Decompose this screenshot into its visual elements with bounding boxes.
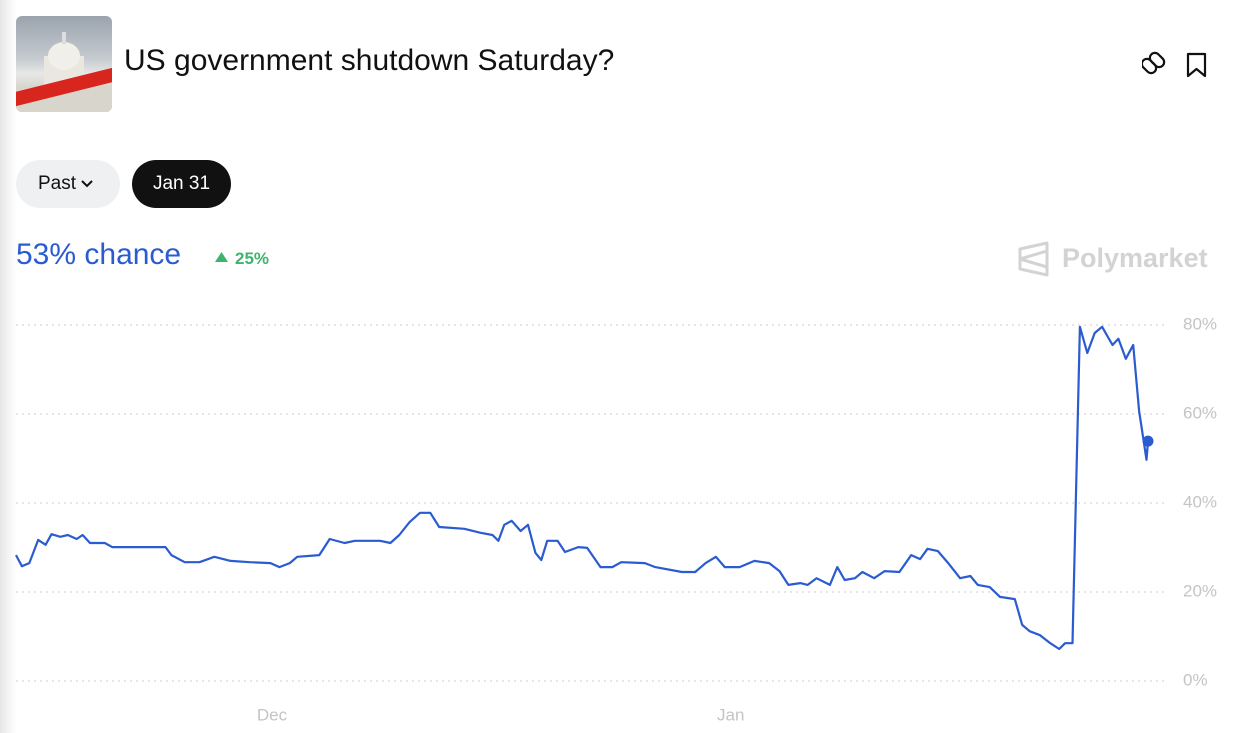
chart: 0% 20% 40% 60% 80% Dec Jan xyxy=(15,314,1217,724)
market-title: US government shutdown Saturday? xyxy=(124,44,615,77)
price-line xyxy=(15,325,1150,651)
y-tick-label: 20% xyxy=(1183,581,1217,600)
date-tab[interactable]: Jan 31 xyxy=(132,160,231,208)
chance-change: 25% xyxy=(235,249,270,268)
chevron xyxy=(81,180,93,188)
market-image xyxy=(16,16,112,112)
brand-name: Polymarket xyxy=(1062,243,1208,273)
date-label: Jan 31 xyxy=(152,173,211,194)
up-arrow xyxy=(215,252,228,262)
x-tick-label: Dec xyxy=(257,705,288,724)
chance-value: 53% chance xyxy=(16,238,182,271)
edge-shade xyxy=(0,0,16,733)
link-icon[interactable] xyxy=(1142,51,1166,75)
brand-logo xyxy=(1018,241,1049,277)
actions xyxy=(1142,51,1207,78)
y-tick-label: 0% xyxy=(1183,670,1208,689)
image-art xyxy=(16,32,112,112)
range-label: Past xyxy=(37,173,77,194)
range-dropdown[interactable]: Past xyxy=(16,160,120,208)
bookmark-icon[interactable] xyxy=(1186,52,1207,78)
y-tick-label: 60% xyxy=(1183,403,1217,422)
y-tick-label: 40% xyxy=(1183,492,1217,511)
y-tick-label: 80% xyxy=(1183,314,1217,333)
x-tick-label: Jan xyxy=(717,705,744,724)
last-point xyxy=(1142,435,1154,447)
